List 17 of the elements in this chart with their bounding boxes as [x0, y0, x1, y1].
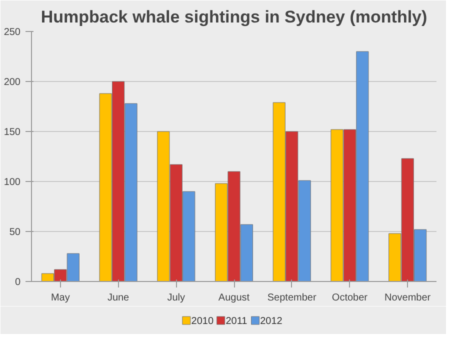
- x-tick-label: November: [384, 292, 432, 304]
- legend-label: 2011: [226, 316, 248, 327]
- x-tick-label: September: [267, 292, 317, 304]
- y-tick-label: 100: [4, 177, 21, 188]
- x-tick-label: May: [50, 292, 70, 304]
- chart-title: Humpback whale sightings in Sydney (monthly): [40, 8, 428, 26]
- y-tick-label: 150: [4, 127, 21, 138]
- legend-label: 2010: [191, 316, 214, 327]
- x-tick-label: June: [107, 292, 130, 304]
- y-tick-label: 50: [9, 227, 21, 238]
- x-tick-label: July: [167, 292, 186, 304]
- y-tick-label: 0: [14, 277, 21, 288]
- legend-label: 2012: [260, 316, 283, 327]
- x-tick-label: August: [218, 292, 250, 304]
- y-tick-label: 200: [4, 77, 21, 88]
- x-tick-label: October: [332, 292, 368, 304]
- y-tick-label: 250: [4, 27, 21, 38]
